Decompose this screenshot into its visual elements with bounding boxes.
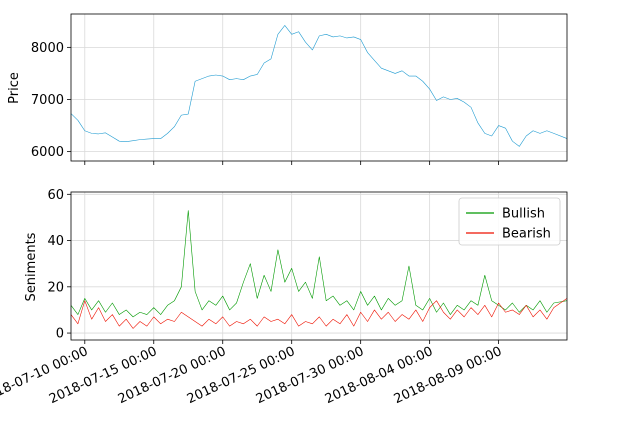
price-series-line0 xyxy=(70,25,568,147)
sentiment-y-tick-label: 60 xyxy=(47,188,64,203)
sentiment-axes-frame xyxy=(70,191,568,341)
sentiment-y-tick-label: 0 xyxy=(56,327,64,342)
price-x-ticks xyxy=(84,161,500,165)
price-y-tick-label: 6000 xyxy=(31,145,64,160)
price-series xyxy=(70,25,568,147)
sentiment-series xyxy=(70,210,568,329)
price-axes-frame xyxy=(70,13,568,162)
price-y-tick-label: 8000 xyxy=(31,41,64,56)
sentiment-series-bearish xyxy=(70,298,568,329)
sentiment-y-tick-label: 20 xyxy=(47,280,64,295)
legend-label-bullish: Bullish xyxy=(502,207,545,222)
sentiment-y-tick-label: 40 xyxy=(47,234,64,249)
price-y-ticks: 6000 7000 8000 xyxy=(31,41,71,160)
price-y-tick-label: 7000 xyxy=(31,93,64,108)
sentiment-series-bullish xyxy=(70,210,568,318)
legend: Bullish Bearish xyxy=(458,197,561,246)
sentiment-y-axis-label: Seniments xyxy=(24,232,39,301)
price-grid xyxy=(71,14,567,161)
price-panel: 6000 7000 8000 Price xyxy=(7,13,568,165)
sentiment-y-ticks: 0 20 40 60 xyxy=(47,188,71,342)
legend-label-bearish: Bearish xyxy=(502,227,551,242)
price-y-axis-label: Price xyxy=(7,72,22,104)
